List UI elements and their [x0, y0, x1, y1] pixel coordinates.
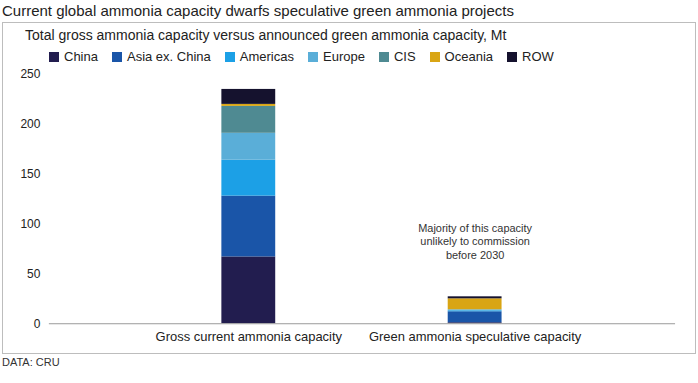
svg-text:150: 150: [20, 167, 40, 181]
svg-text:Green ammonia speculative capa: Green ammonia speculative capacity: [369, 329, 582, 344]
html-text:Current global ammonia capacit: Current global ammonia capacity dwarfs s…: [2, 2, 514, 19]
html-text:Total gross ammonia capacity v: Total gross ammonia capacity versus anno…: [25, 27, 507, 43]
html-text:China: China: [64, 49, 98, 64]
svg-text:Gross current ammonia capacity: Gross current ammonia capacity: [156, 329, 343, 344]
html-text:CIS: CIS: [393, 49, 416, 64]
html-text:Europe: Europe: [323, 49, 365, 64]
svg-text:200: 200: [20, 117, 40, 131]
html-text:DATA: CRU: DATA: CRU: [2, 356, 60, 369]
html-text:Americas: Americas: [239, 49, 294, 64]
html-text:Asia ex. China: Asia ex. China: [127, 49, 211, 64]
html-text:Oceania: Oceania: [444, 49, 493, 64]
svg-text:Majority of this capacityunlik: Majority of this capacityunlikely to com…: [418, 222, 532, 261]
svg-text:250: 250: [20, 67, 40, 81]
svg-text:0: 0: [34, 317, 41, 331]
svg-text:50: 50: [27, 267, 41, 281]
html-text:ROW: ROW: [522, 49, 554, 64]
svg-text:100: 100: [20, 217, 40, 231]
